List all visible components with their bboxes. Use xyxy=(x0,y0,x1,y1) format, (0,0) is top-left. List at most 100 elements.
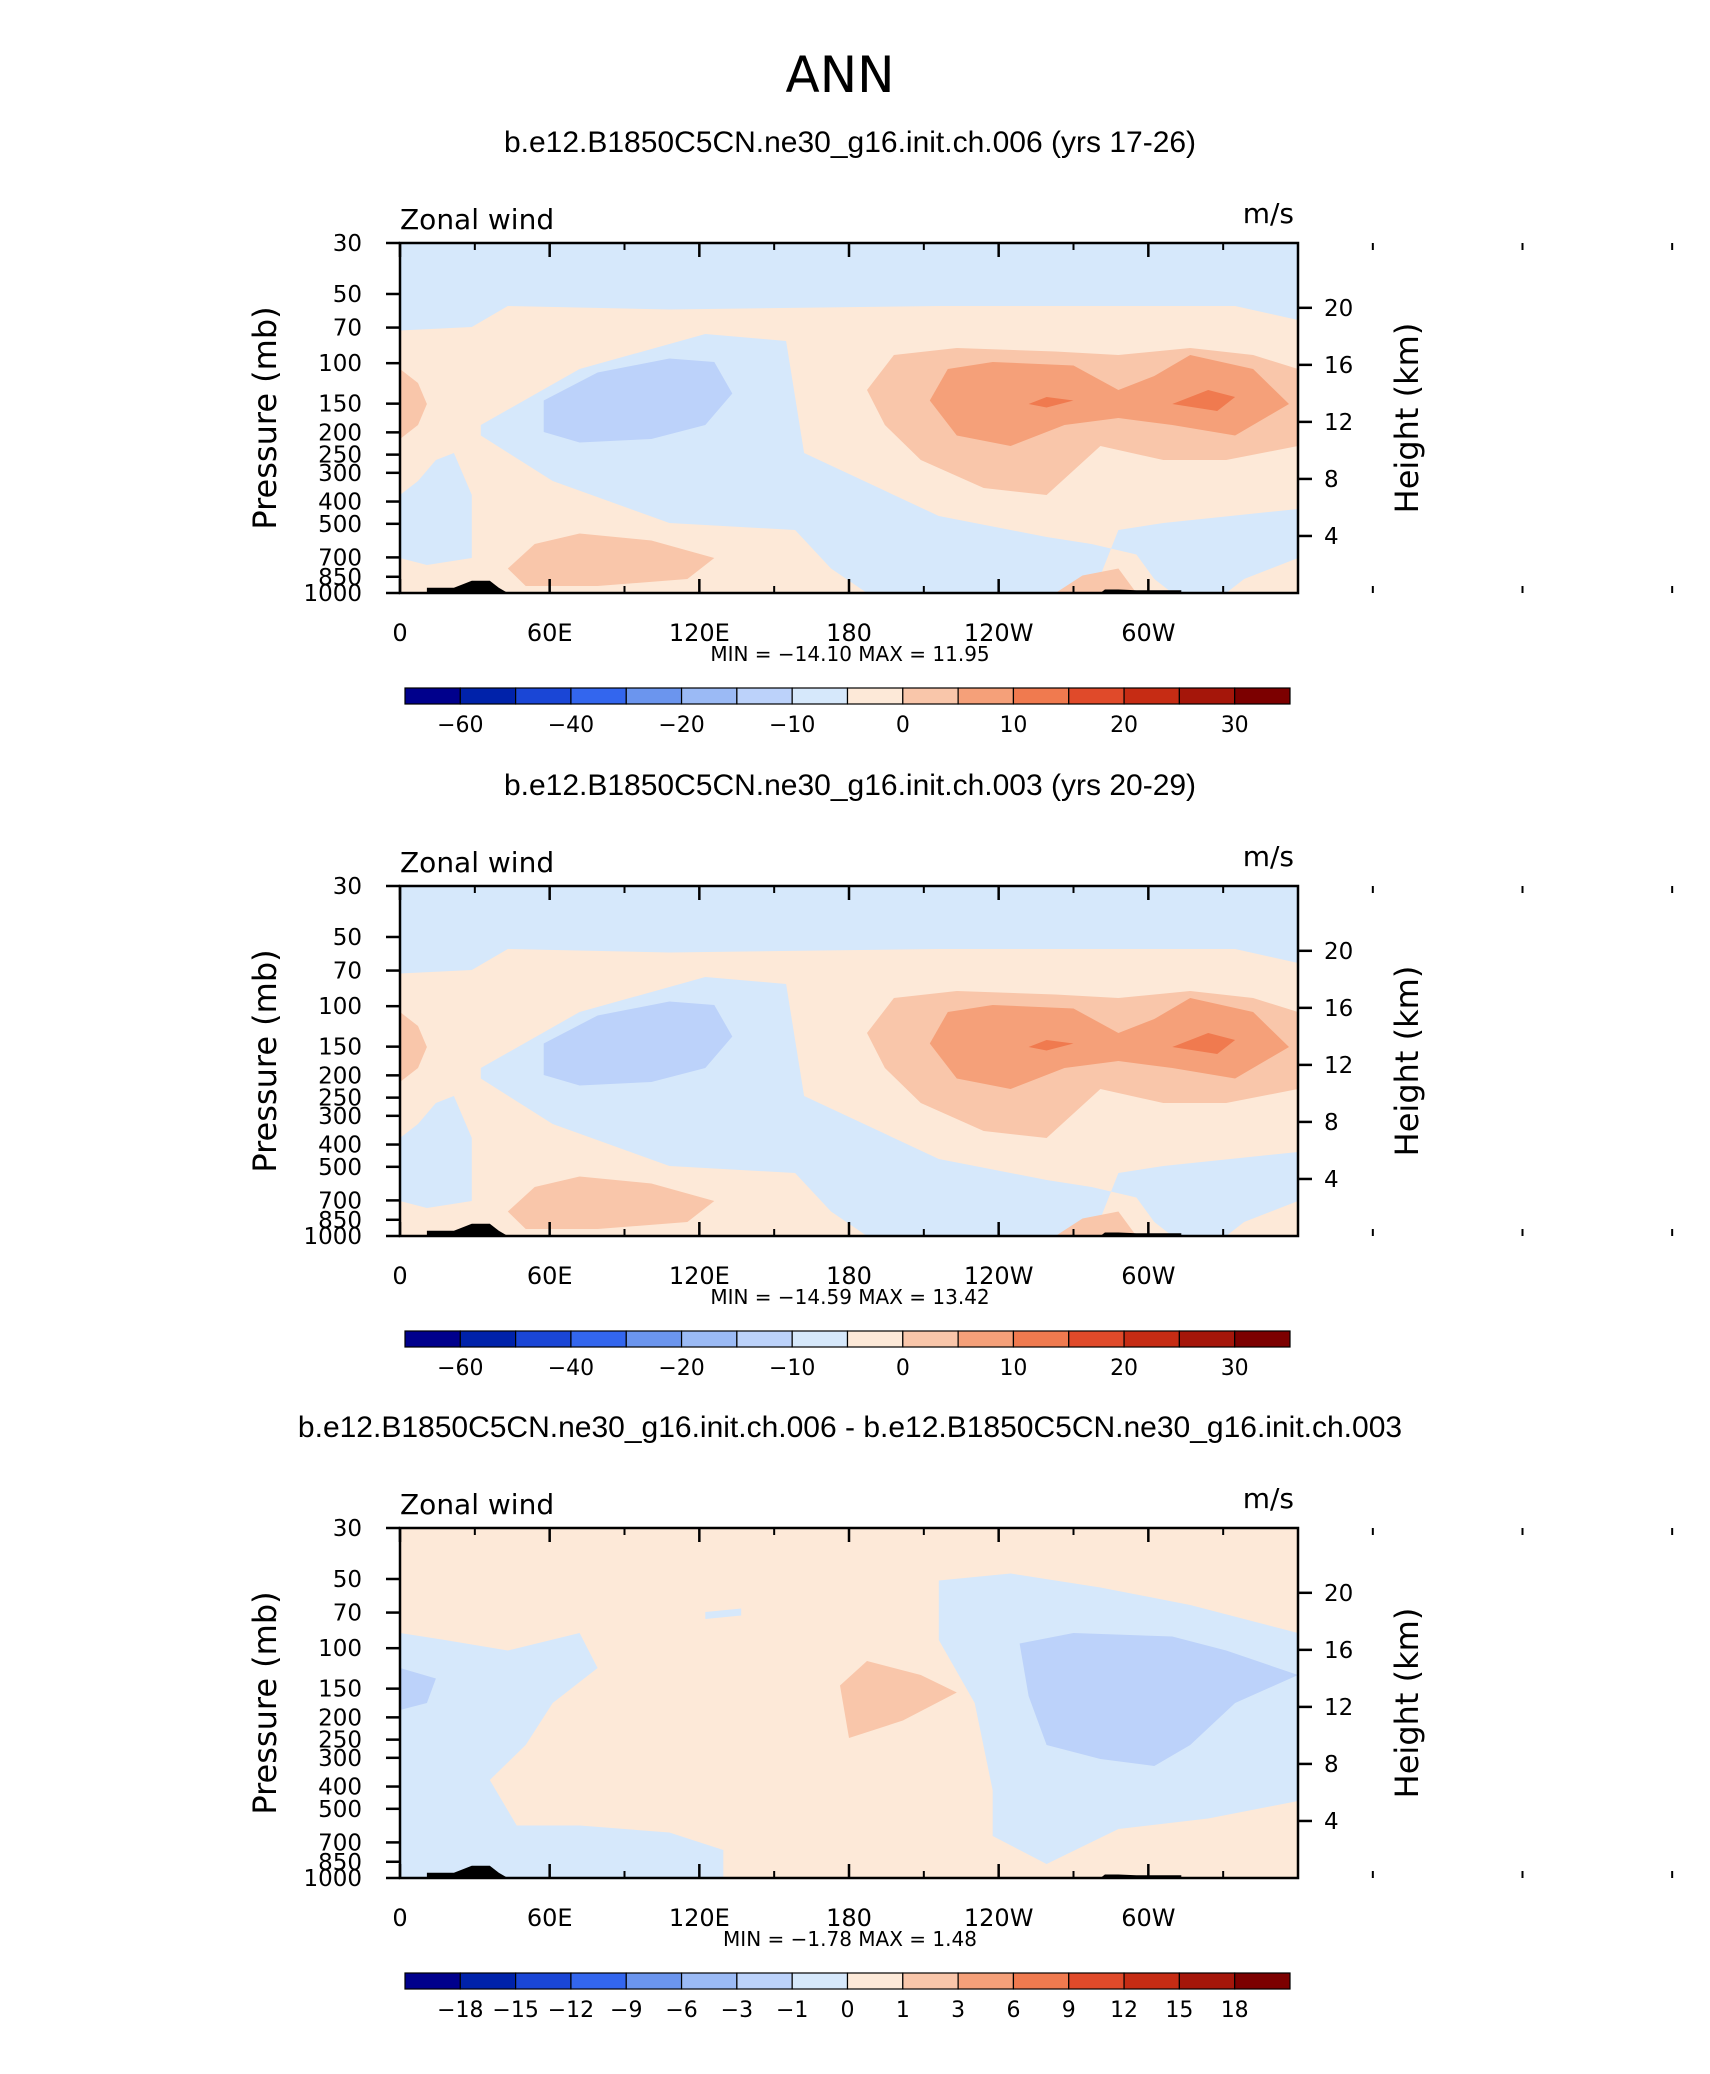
x-tick-label: 120E xyxy=(669,1262,730,1290)
y-tick-label: 500 xyxy=(318,512,362,538)
y-axis-title-right: Height (km) xyxy=(1388,323,1426,514)
colorbar-swatch xyxy=(736,687,793,705)
westerly-surface xyxy=(507,533,715,586)
colorbar-swatch xyxy=(515,1972,572,1990)
easterly-patch-west xyxy=(400,453,472,565)
y-tick-label: 30 xyxy=(333,1516,362,1542)
y-tick-label: 50 xyxy=(333,1567,362,1593)
easterly-core xyxy=(543,358,733,443)
colorbar-swatch xyxy=(902,687,959,705)
westerly-surface-east xyxy=(1055,568,1137,593)
colorbar-swatch xyxy=(791,687,849,705)
colorbar-label: −15 xyxy=(492,1998,538,2023)
topography xyxy=(426,1223,508,1236)
colorbar-label: −1 xyxy=(776,1998,808,2023)
variable-label: Zonal wind xyxy=(400,1488,554,1521)
jet-core-a xyxy=(1028,1040,1074,1051)
x-tick-label: 60W xyxy=(1121,619,1175,647)
easterly-band-upper xyxy=(400,243,1298,331)
colorbar-swatch xyxy=(625,687,683,705)
y-tick-label: 50 xyxy=(333,925,362,951)
y-right-tick-label: 12 xyxy=(1324,1053,1353,1079)
chart-panel-2: b.e12.B1850C5CN.ne30_g16.init.ch.003 (yr… xyxy=(246,769,1674,1381)
y-axis-title-left: Pressure (mb) xyxy=(246,1591,284,1814)
colorbar-swatch xyxy=(1012,687,1070,705)
min-max-label: MIN = −14.59 MAX = 13.42 xyxy=(710,1285,989,1309)
y-tick-label: 70 xyxy=(333,316,362,342)
panel-title: b.e12.B1850C5CN.ne30_g16.init.ch.006 (yr… xyxy=(504,126,1196,159)
colorbar-swatch xyxy=(515,1330,572,1348)
colorbar-label: 20 xyxy=(1110,713,1138,738)
colorbar-label: 18 xyxy=(1221,1998,1249,2023)
colorbar-label: −40 xyxy=(548,713,594,738)
easterly-band-upper xyxy=(400,886,1298,974)
y-tick-label: 30 xyxy=(333,874,362,900)
y-tick-label: 300 xyxy=(318,1104,362,1130)
colorbar-label: 0 xyxy=(896,1356,910,1381)
x-tick-label: 180 xyxy=(826,1262,872,1290)
y-tick-label: 200 xyxy=(318,1705,362,1731)
y-tick-label: 850 xyxy=(318,1208,362,1234)
colorbar-swatch xyxy=(736,1972,793,1990)
y-tick-label: 150 xyxy=(318,1035,362,1061)
colorbar-swatch xyxy=(625,1330,683,1348)
x-tick-label: 180 xyxy=(826,619,872,647)
colorbar-label: −9 xyxy=(610,1998,642,2023)
colorbar-swatch xyxy=(1123,1330,1180,1348)
y-tick-label: 100 xyxy=(318,994,362,1020)
min-max-label: MIN = −14.10 MAX = 11.95 xyxy=(710,642,989,666)
westerly-jet-inner xyxy=(929,355,1289,446)
y-tick-label: 400 xyxy=(318,490,362,516)
x-tick-label: 0 xyxy=(392,619,407,647)
easterly-patch-west xyxy=(400,1096,472,1208)
jet-core-b xyxy=(1172,390,1236,411)
colorbar-swatch xyxy=(957,1330,1015,1348)
colorbar-swatch xyxy=(1068,1330,1125,1348)
colorbar-swatch xyxy=(459,687,517,705)
y-tick-label: 1000 xyxy=(303,1224,362,1250)
colorbar-label: −60 xyxy=(437,1356,483,1381)
min-max-label: MIN = −1.78 MAX = 1.48 xyxy=(723,1927,977,1951)
positive-core xyxy=(840,1661,957,1738)
y-tick-label: 1000 xyxy=(303,581,362,607)
colorbar-label: −10 xyxy=(769,1356,815,1381)
y-tick-label: 700 xyxy=(318,545,362,571)
colorbar-swatch xyxy=(1012,1972,1070,1990)
easterly-core xyxy=(543,1001,733,1086)
y-tick-label: 700 xyxy=(318,1830,362,1856)
colorbar-swatch xyxy=(404,1330,461,1348)
y-axis-title-right: Height (km) xyxy=(1388,966,1426,1157)
colorbar-swatch xyxy=(459,1972,517,1990)
figure-title: ANN xyxy=(785,46,894,104)
colorbar-swatch xyxy=(846,687,904,705)
colorbar-swatch xyxy=(1178,1330,1236,1348)
colorbar-label: 10 xyxy=(999,713,1027,738)
y-tick-label: 400 xyxy=(318,1775,362,1801)
y-tick-label: 250 xyxy=(318,1728,362,1754)
colorbar-swatch xyxy=(625,1972,683,1990)
y-tick-label: 500 xyxy=(318,1797,362,1823)
negative-core-east xyxy=(1019,1633,1298,1766)
x-tick-label: 120W xyxy=(964,1262,1034,1290)
colorbar-label: 3 xyxy=(951,1998,965,2023)
y-right-tick-label: 8 xyxy=(1324,467,1339,493)
westerly-surface xyxy=(507,1176,715,1229)
colorbar-label: −3 xyxy=(721,1998,753,2023)
x-tick-label: 120W xyxy=(964,619,1034,647)
y-tick-label: 400 xyxy=(318,1133,362,1159)
colorbar-swatch xyxy=(570,687,627,705)
colorbar-swatch xyxy=(846,1972,904,1990)
colorbar-swatch xyxy=(404,687,461,705)
colorbar-label: 0 xyxy=(896,713,910,738)
colorbar-swatch xyxy=(1178,1972,1236,1990)
y-tick-label: 850 xyxy=(318,565,362,591)
y-tick-label: 150 xyxy=(318,1677,362,1703)
panel-title: b.e12.B1850C5CN.ne30_g16.init.ch.003 (yr… xyxy=(504,769,1196,802)
colorbar-swatch xyxy=(1178,687,1236,705)
colorbar-swatch xyxy=(680,1972,738,1990)
colorbar-swatch xyxy=(570,1972,627,1990)
y-right-tick-label: 20 xyxy=(1324,1581,1353,1607)
y-right-tick-label: 16 xyxy=(1324,353,1353,379)
jet-fragment-west xyxy=(400,369,427,439)
westerly-jet-inner xyxy=(929,998,1289,1089)
